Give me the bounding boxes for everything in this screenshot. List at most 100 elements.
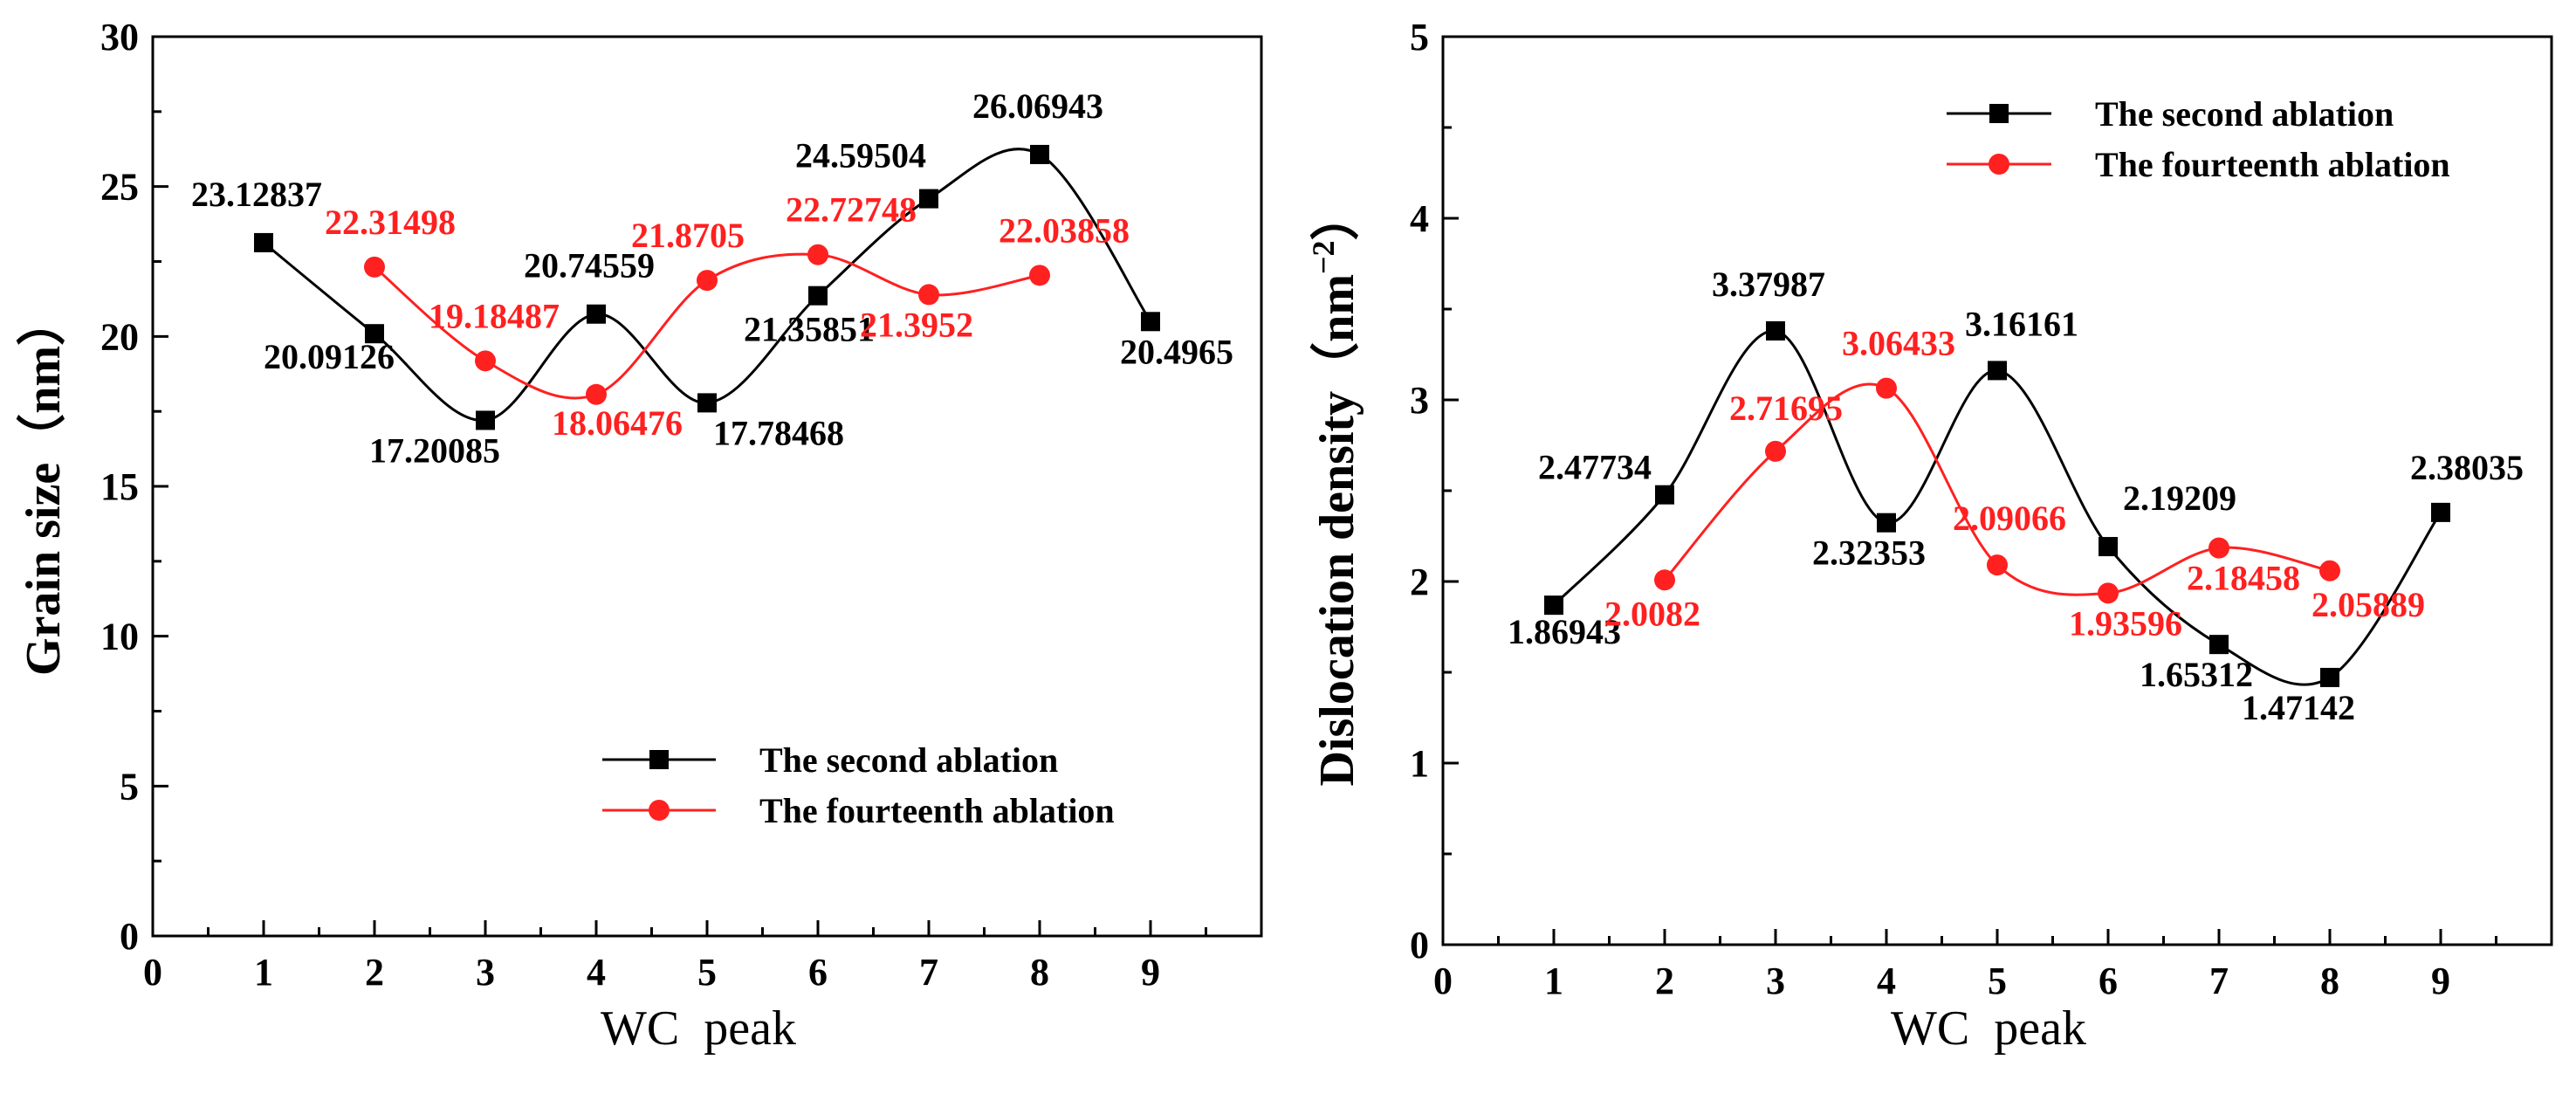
- x-tick-label: 1: [254, 951, 273, 994]
- x-tick-label: 9: [2431, 960, 2450, 1002]
- data-point: [2431, 502, 2450, 522]
- data-point: [807, 244, 828, 265]
- data-label: 2.05889: [2312, 585, 2425, 624]
- x-tick-label: 7: [919, 951, 938, 994]
- data-label: 21.3952: [860, 305, 973, 344]
- data-label: 20.74559: [524, 246, 655, 286]
- data-point: [697, 393, 717, 413]
- data-label: 26.06943: [972, 86, 1103, 126]
- x-tick-label: 5: [1988, 960, 2007, 1002]
- data-point: [364, 256, 385, 278]
- y-axis-title: Dislocation density（nm−2）: [1306, 191, 1364, 786]
- legend-marker: [1989, 104, 2009, 123]
- y-tick-label: 15: [100, 465, 139, 508]
- x-axis-title: WC peak: [601, 1001, 796, 1056]
- x-tick-label: 9: [1141, 951, 1160, 994]
- data-label: 2.0082: [1604, 594, 1700, 633]
- y-tick-label: 10: [100, 616, 139, 658]
- data-label: 2.38035: [2410, 448, 2524, 487]
- data-point: [254, 232, 273, 252]
- x-tick-label: 6: [2099, 960, 2118, 1002]
- x-tick-label: 4: [587, 951, 606, 994]
- x-tick-label: 0: [1433, 960, 1453, 1002]
- chart-1: 0 1 2 3 4 5 6 7 8 9 0 5 10 15 20 25 30 WC peak Grain size（…: [16, 16, 1263, 1056]
- data-label: 20.4965: [1120, 332, 1233, 371]
- data-label: 22.03858: [999, 210, 1130, 250]
- data-point: [919, 189, 938, 209]
- data-point: [1766, 320, 1785, 341]
- data-point: [1655, 485, 1674, 505]
- x-tick-label: 8: [1030, 951, 1049, 994]
- y-axis-title: Grain size（nm）: [16, 297, 71, 676]
- data-label: 2.32353: [1812, 533, 1926, 573]
- x-tick-label: 2: [365, 951, 384, 994]
- data-label: 3.37987: [1712, 265, 1825, 304]
- data-label: 19.18487: [429, 296, 560, 335]
- x-tick-label: 6: [808, 951, 828, 994]
- x-tick-label: 5: [697, 951, 717, 994]
- data-label: 17.78468: [713, 413, 844, 452]
- data-label: 18.06476: [552, 403, 683, 443]
- data-point: [2098, 582, 2119, 604]
- data-label: 2.19209: [2123, 478, 2236, 518]
- legend: The second ablation The fourteenth ablati…: [602, 740, 1115, 830]
- data-point: [365, 324, 384, 344]
- x-tick-label: 4: [1877, 960, 1896, 1002]
- data-label: 21.35851: [744, 310, 875, 349]
- y-tick-label: 4: [1410, 197, 1429, 240]
- data-label: 23.12837: [191, 175, 322, 214]
- data-label: 1.47142: [2242, 688, 2355, 727]
- y-tick-label: 0: [1410, 924, 1429, 967]
- x-tick-label: 2: [1655, 960, 1674, 1002]
- data-point: [2319, 560, 2340, 581]
- data-point: [2320, 667, 2339, 687]
- data-point: [1544, 595, 1563, 616]
- x-tick-label: 8: [2320, 960, 2339, 1002]
- data-label: 1.86943: [1508, 612, 1621, 651]
- data-point: [918, 284, 939, 306]
- data-point: [1765, 440, 1786, 462]
- data-label: 3.06433: [1842, 324, 1955, 363]
- series-fourteenth-ablation: 22.31498 19.18487 18.06476 21.8705 22.72748 2…: [325, 190, 1130, 443]
- legend-label: The fourteenth ablation: [2095, 145, 2450, 184]
- data-point: [1141, 312, 1160, 332]
- x-tick-label: 7: [2209, 960, 2229, 1002]
- series-line: [1552, 329, 2442, 686]
- legend-label: The second ablation: [759, 740, 1058, 780]
- x-tick-label: 0: [143, 951, 162, 994]
- legend-marker: [649, 750, 669, 769]
- data-point: [587, 304, 606, 324]
- data-point: [1029, 265, 1050, 286]
- data-label: 22.31498: [325, 203, 456, 242]
- legend-label: The second ablation: [2095, 94, 2394, 134]
- series-second-ablation: 23.12837 20.09126 17.20085 20.74559 17.78468…: [191, 86, 1233, 470]
- data-label: 20.09126: [264, 337, 395, 376]
- data-label: 1.65312: [2140, 655, 2253, 694]
- legend-label: The fourteenth ablation: [759, 791, 1115, 830]
- series-fourteenth-ablation: 2.0082 2.71695 3.06433 2.09066 1.935962.1845…: [1604, 324, 2425, 643]
- data-point: [476, 410, 495, 430]
- y-tick-label: 5: [120, 765, 139, 808]
- y-tick-label: 2: [1410, 561, 1429, 603]
- data-point: [1030, 144, 1049, 164]
- data-label: 2.71695: [1729, 389, 1843, 428]
- data-label: 1.93596: [2069, 603, 2182, 643]
- data-point: [1988, 361, 2007, 381]
- data-point: [1876, 377, 1897, 399]
- series-second-ablation: 1.86943 2.47734 3.37987 2.32353 3.16161 2.192…: [1508, 265, 2524, 727]
- y-tick-label: 0: [120, 915, 139, 958]
- data-point: [697, 270, 718, 292]
- legend-marker: [1989, 154, 2009, 175]
- data-point: [2208, 537, 2229, 559]
- data-label: 3.16161: [1965, 304, 2078, 343]
- data-label: 21.8705: [631, 216, 745, 255]
- legend: The second ablation The fourteenth ablati…: [1947, 94, 2450, 184]
- data-point: [475, 350, 496, 372]
- x-tick-label: 1: [1544, 960, 1563, 1002]
- data-point: [2209, 635, 2229, 655]
- y-tick-label: 1: [1410, 742, 1429, 785]
- x-axis-title: WC peak: [1891, 1001, 2086, 1056]
- x-tick-label: 3: [1766, 960, 1785, 1002]
